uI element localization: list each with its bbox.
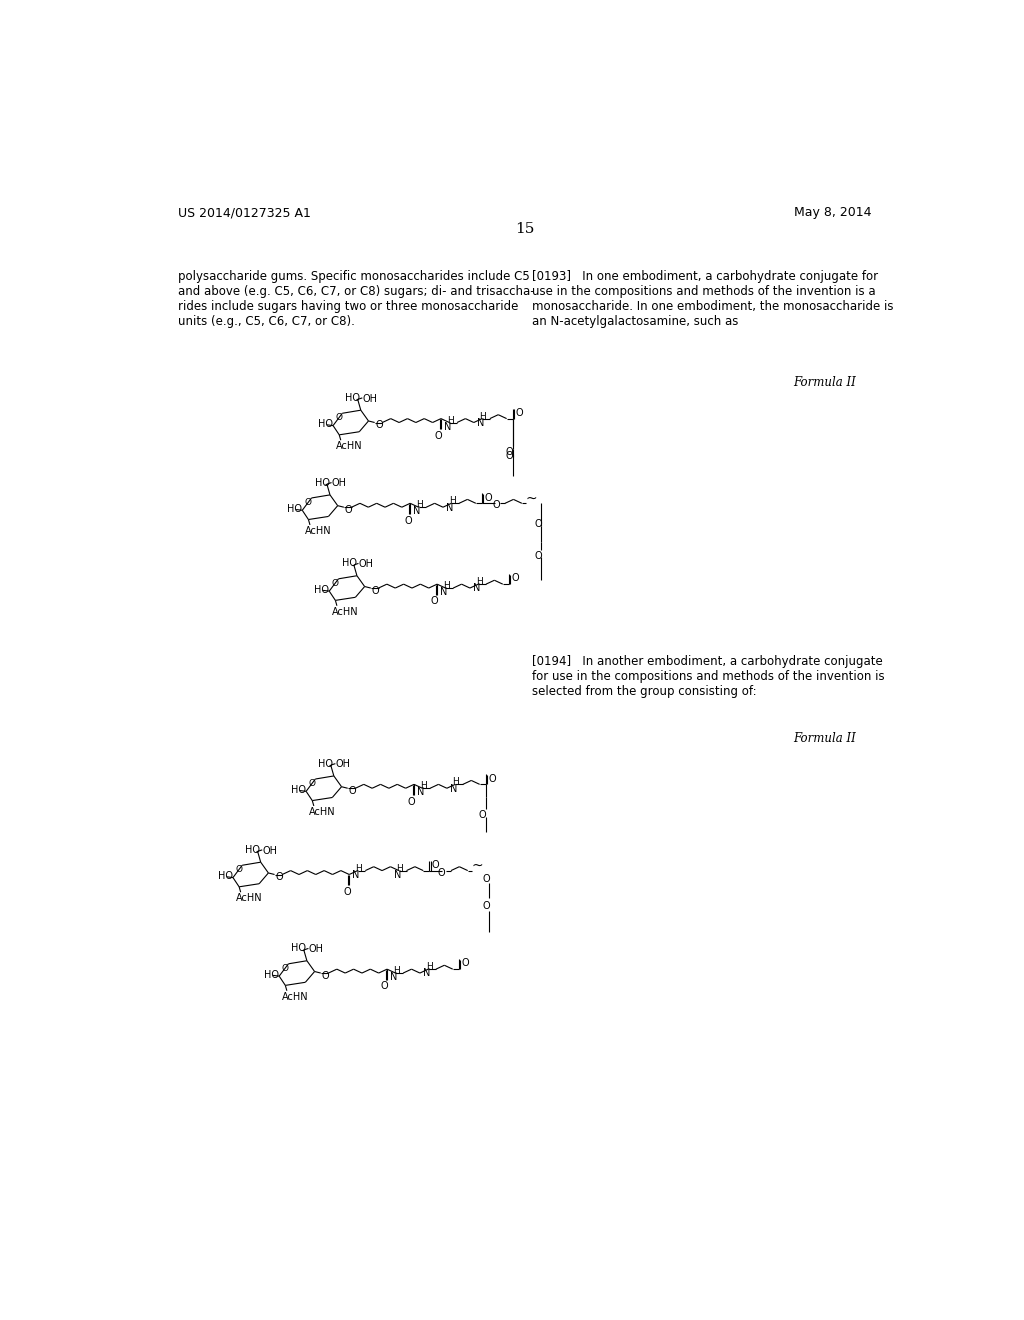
- Text: HO: HO: [313, 585, 329, 594]
- Text: Formula II: Formula II: [793, 376, 855, 388]
- Text: H: H: [396, 863, 403, 873]
- Text: OH: OH: [362, 393, 377, 404]
- Text: N: N: [477, 418, 484, 428]
- Text: N: N: [440, 587, 447, 597]
- Text: O: O: [345, 506, 352, 515]
- Text: H: H: [443, 581, 450, 590]
- Text: HO: HO: [246, 845, 260, 855]
- Text: H: H: [355, 863, 361, 873]
- Text: O: O: [488, 774, 496, 784]
- Text: AcHN: AcHN: [237, 892, 263, 903]
- Text: O: O: [343, 887, 351, 896]
- Text: ~: ~: [472, 859, 483, 873]
- Text: N: N: [393, 870, 401, 880]
- Text: N: N: [414, 507, 421, 516]
- Text: HO: HO: [345, 393, 360, 403]
- Text: HO: HO: [292, 944, 306, 953]
- Text: HO: HO: [342, 558, 356, 569]
- Text: H: H: [453, 777, 460, 787]
- Text: O: O: [482, 874, 490, 884]
- Text: N: N: [423, 969, 430, 978]
- Text: O: O: [492, 500, 500, 511]
- Text: O: O: [431, 597, 438, 606]
- Text: N: N: [473, 583, 480, 594]
- Text: N: N: [446, 503, 454, 512]
- Text: O: O: [506, 451, 513, 461]
- Text: Formula II: Formula II: [793, 733, 855, 744]
- Text: HO: HO: [318, 759, 334, 768]
- Text: HO: HO: [217, 871, 232, 880]
- Text: [0193]   In one embodiment, a carbohydrate conjugate for
use in the compositions: [0193] In one embodiment, a carbohydrate…: [532, 271, 894, 329]
- Text: O: O: [535, 519, 542, 529]
- Text: O: O: [515, 408, 522, 418]
- Text: O: O: [479, 809, 486, 820]
- Text: HO: HO: [287, 504, 302, 513]
- Text: O: O: [236, 866, 243, 874]
- Text: AcHN: AcHN: [309, 807, 336, 817]
- Text: AcHN: AcHN: [305, 525, 332, 536]
- Text: O: O: [408, 797, 416, 807]
- Text: O: O: [305, 498, 312, 507]
- Text: 15: 15: [515, 222, 535, 235]
- Text: H: H: [446, 416, 454, 425]
- Text: O: O: [435, 430, 442, 441]
- Text: [0194]   In another embodiment, a carbohydrate conjugate
for use in the composit: [0194] In another embodiment, a carbohyd…: [532, 655, 885, 698]
- Text: O: O: [322, 970, 329, 981]
- Text: N: N: [417, 788, 425, 797]
- Text: OH: OH: [336, 759, 350, 770]
- Text: O: O: [438, 867, 445, 878]
- Text: H: H: [420, 781, 427, 791]
- Text: ~: ~: [525, 491, 538, 506]
- Text: O: O: [282, 964, 289, 973]
- Text: H: H: [416, 500, 423, 510]
- Text: O: O: [535, 550, 542, 561]
- Text: O: O: [348, 785, 356, 796]
- Text: O: O: [309, 779, 315, 788]
- Text: O: O: [511, 573, 519, 583]
- Text: OH: OH: [262, 846, 278, 855]
- Text: OH: OH: [308, 944, 324, 954]
- Text: US 2014/0127325 A1: US 2014/0127325 A1: [178, 206, 311, 219]
- Text: H: H: [393, 966, 399, 975]
- Text: N: N: [390, 973, 397, 982]
- Text: O: O: [461, 958, 469, 969]
- Text: O: O: [332, 579, 339, 587]
- Text: O: O: [381, 982, 388, 991]
- Text: HO: HO: [317, 418, 333, 429]
- Text: O: O: [376, 420, 383, 430]
- Text: May 8, 2014: May 8, 2014: [794, 206, 871, 219]
- Text: O: O: [484, 492, 492, 503]
- Text: H: H: [426, 962, 432, 972]
- Text: O: O: [432, 859, 439, 870]
- Text: O: O: [372, 586, 379, 595]
- Text: N: N: [352, 870, 359, 880]
- Text: HO: HO: [291, 785, 306, 795]
- Text: H: H: [476, 577, 482, 586]
- Text: AcHN: AcHN: [336, 441, 362, 451]
- Text: N: N: [444, 422, 452, 432]
- Text: OH: OH: [358, 560, 374, 569]
- Text: H: H: [449, 496, 456, 506]
- Text: O: O: [482, 902, 490, 911]
- Text: H: H: [479, 412, 486, 421]
- Text: N: N: [450, 784, 458, 793]
- Text: O: O: [336, 413, 343, 422]
- Text: O: O: [404, 516, 412, 525]
- Text: AcHN: AcHN: [333, 607, 359, 616]
- Text: HO: HO: [314, 478, 330, 487]
- Text: polysaccharide gums. Specific monosaccharides include C5
and above (e.g. C5, C6,: polysaccharide gums. Specific monosaccha…: [178, 271, 535, 329]
- Text: O: O: [275, 873, 283, 882]
- Text: O: O: [506, 447, 513, 457]
- Text: AcHN: AcHN: [283, 991, 309, 1002]
- Text: OH: OH: [332, 478, 346, 488]
- Text: HO: HO: [264, 970, 279, 979]
